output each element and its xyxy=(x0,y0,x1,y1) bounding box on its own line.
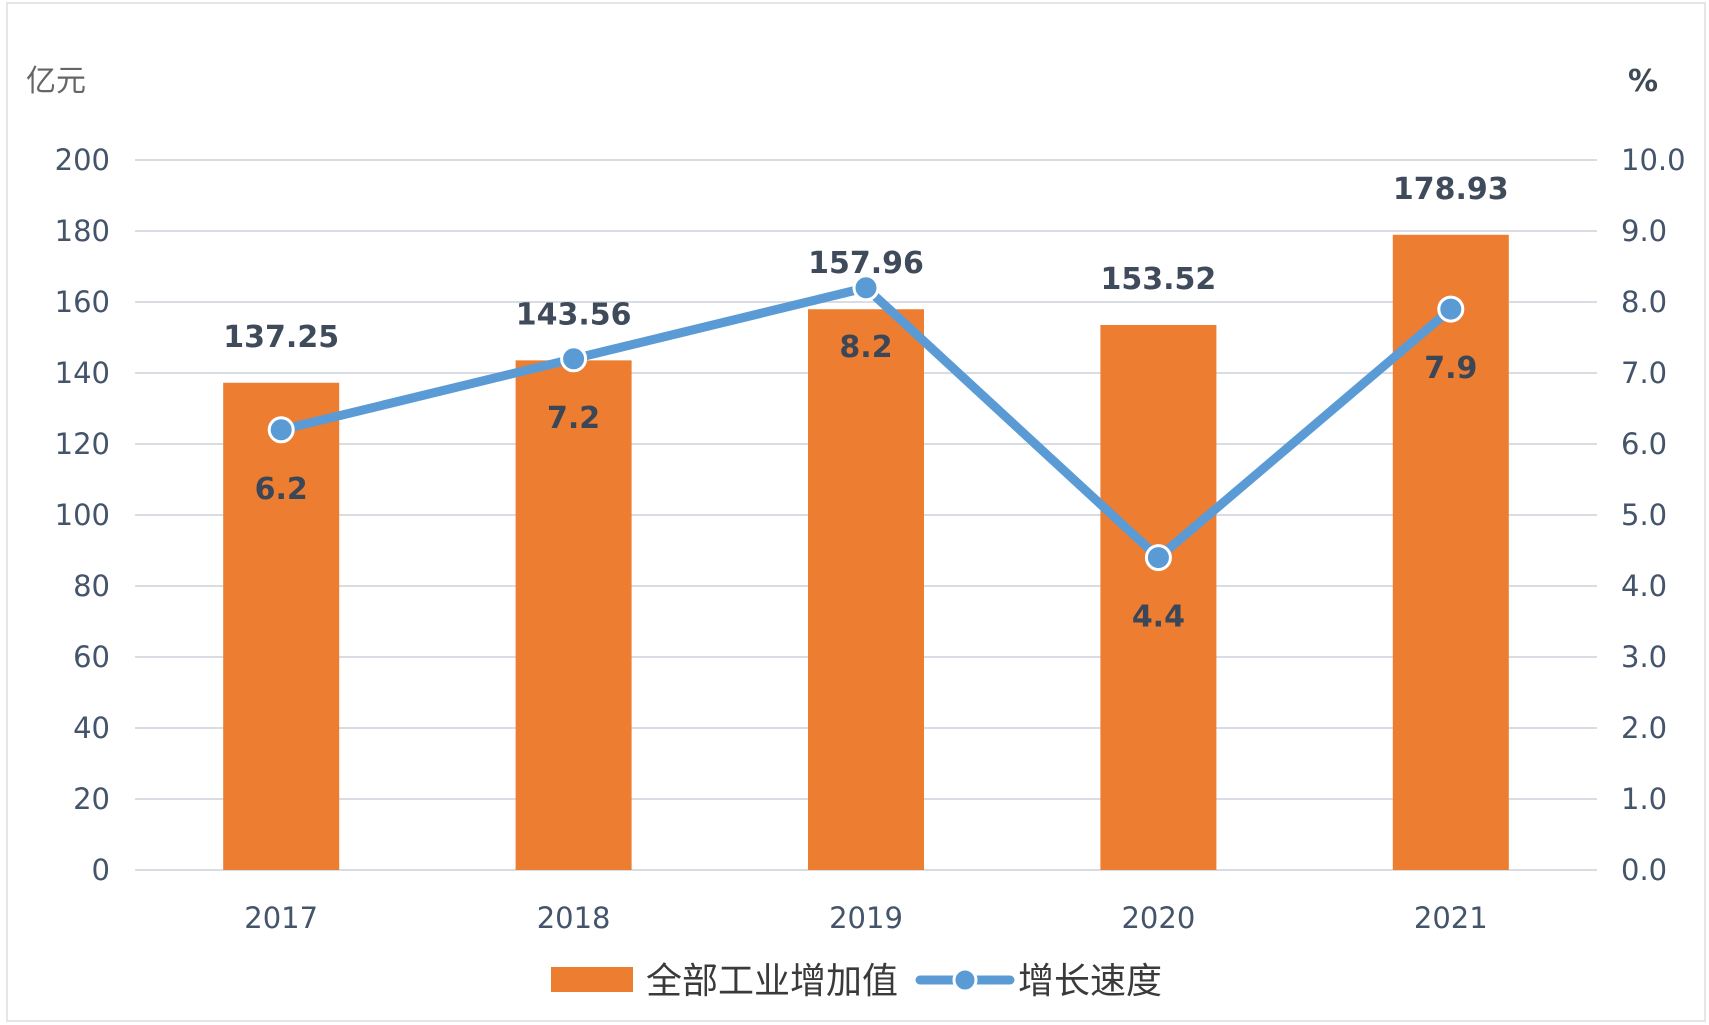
right-tick-label: 7.0 xyxy=(1621,356,1667,390)
left-axis-unit: 亿元 xyxy=(26,64,86,99)
bar xyxy=(515,360,632,870)
gridlines xyxy=(135,159,1597,871)
bar-value-label: 178.93 xyxy=(1393,172,1509,207)
right-tick-label: 8.0 xyxy=(1621,285,1667,319)
right-tick-label: 2.0 xyxy=(1621,711,1667,745)
right-tick-label: 1.0 xyxy=(1621,782,1667,816)
bar xyxy=(223,382,340,870)
left-tick-label: 140 xyxy=(55,356,110,390)
left-tick-label: 100 xyxy=(55,498,110,532)
right-tick-label: 0.0 xyxy=(1621,853,1667,887)
right-axis-unit: % xyxy=(1628,64,1658,99)
left-tick-label: 200 xyxy=(55,143,110,177)
right-tick-label: 6.0 xyxy=(1621,427,1667,461)
bar-value-label: 143.56 xyxy=(516,297,632,332)
left-tick-label: 180 xyxy=(55,214,110,248)
line-value-label: 7.2 xyxy=(547,401,600,436)
line-point xyxy=(1437,295,1465,323)
right-tick-label: 5.0 xyxy=(1621,498,1667,532)
line-value-label: 7.9 xyxy=(1424,351,1477,386)
line-point xyxy=(560,345,588,373)
legend: 全部工业增加值 增长速度 xyxy=(551,961,1162,1002)
x-tick-label: 2018 xyxy=(537,901,611,935)
line-data-labels: 6.2 7.2 8.2 4.4 7.9 xyxy=(255,330,1478,635)
right-tick-label: 3.0 xyxy=(1621,640,1667,674)
line-value-label: 6.2 xyxy=(255,472,308,507)
left-tick-label: 160 xyxy=(55,285,110,319)
x-tick-label: 2017 xyxy=(244,901,318,935)
line-value-label: 4.4 xyxy=(1132,600,1185,635)
left-axis-ticks: 0 20 40 60 80 100 120 140 160 180 200 xyxy=(55,143,110,887)
left-tick-label: 40 xyxy=(73,711,110,745)
left-tick-label: 60 xyxy=(73,640,110,674)
x-tick-label: 2019 xyxy=(829,901,903,935)
chart-frame xyxy=(6,2,1706,1022)
bar xyxy=(1100,325,1217,870)
left-tick-label: 20 xyxy=(73,782,110,816)
left-tick-label: 80 xyxy=(73,569,110,603)
x-axis-ticks: 2017 2018 2019 2020 2021 xyxy=(244,901,1487,935)
right-tick-label: 9.0 xyxy=(1621,214,1667,248)
bar-value-label: 137.25 xyxy=(223,320,339,355)
right-tick-label: 10.0 xyxy=(1621,143,1686,177)
right-tick-label: 4.0 xyxy=(1621,569,1667,603)
legend-line-label: 增长速度 xyxy=(1018,961,1162,1002)
right-axis-ticks: 0.0 1.0 2.0 3.0 4.0 5.0 6.0 7.0 8.0 9.0 10.0 xyxy=(1621,143,1686,887)
line-value-label: 8.2 xyxy=(839,330,892,365)
legend-line-marker xyxy=(952,967,978,993)
legend-bar-swatch xyxy=(551,967,633,992)
bar xyxy=(808,309,924,870)
legend-bar-label: 全部工业增加值 xyxy=(646,961,898,1002)
line-series xyxy=(267,274,1465,572)
line-point xyxy=(852,274,880,302)
bar-value-label: 153.52 xyxy=(1101,262,1217,297)
bar xyxy=(1392,234,1509,871)
left-tick-label: 120 xyxy=(55,427,110,461)
x-tick-label: 2020 xyxy=(1121,901,1195,935)
left-tick-label: 0 xyxy=(92,853,110,887)
line-point xyxy=(267,416,295,444)
x-tick-label: 2021 xyxy=(1414,901,1488,935)
line-point xyxy=(1144,544,1172,572)
